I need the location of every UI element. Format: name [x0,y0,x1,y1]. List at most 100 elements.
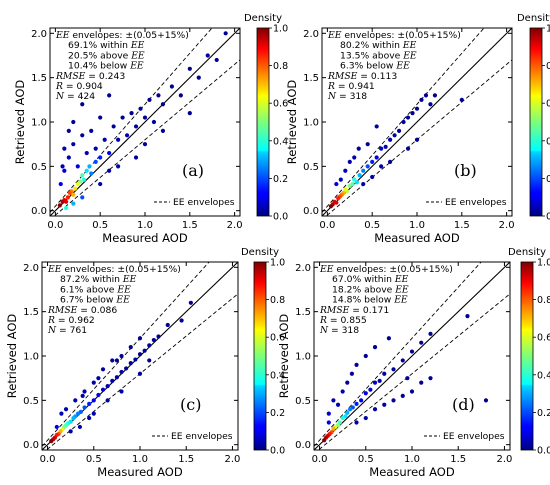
data-point [459,97,464,102]
data-point [354,420,359,425]
data-point [110,358,115,363]
data-point [58,181,63,187]
data-point [129,111,134,116]
colorbar-tick-label: 0.2 [546,174,550,185]
data-point [363,353,368,359]
data-point [410,111,415,116]
data-point [119,389,124,394]
x-tick-label: 1.0 [132,454,148,465]
above-ee-text: 20.5% above EE [68,50,145,61]
data-point [391,367,396,372]
data-point [336,196,341,201]
data-point [335,402,341,407]
legend-label: EE envelopes [445,197,507,208]
data-point [107,150,112,156]
data-point [432,93,438,98]
data-point [116,164,121,169]
data-point [89,171,94,176]
y-tick-label: 2.0 [295,263,311,274]
data-point [352,155,357,160]
x-axis-label: Measured AOD [97,465,183,479]
colorbar-tick-label: 0.4 [537,370,550,381]
ee-envelopes-text: EE envelopes: ±(0.05+15%) [327,30,461,41]
panel-c: 0.0 0.5 1.0 1.5 2.0 0.0 0.5 1.0 1.5 2.0 Measured A… [5,247,285,479]
x-tick-label: 1.0 [137,220,153,231]
ee-upper-line [314,262,482,447]
one-to-one-line [314,262,510,450]
x-axis-label: Measured AOD [369,465,455,479]
data-point [60,164,65,169]
data-point [63,407,69,412]
r-text: R = 0.941 [327,81,375,92]
data-point [91,411,96,416]
y-axis-label: Retrieved AOD [285,80,299,165]
data-point [73,398,78,403]
data-point [77,424,83,430]
data-point [188,300,193,305]
y-axis-label: Retrieved AOD [13,80,27,165]
data-point [345,410,350,415]
data-point [119,369,124,375]
x-tick-label: 2.0 [499,220,515,231]
data-point [382,402,387,407]
data-point [405,115,411,120]
below-ee-text: 10.4% below EE [68,61,144,72]
data-point [428,102,433,107]
y-tick-label: 1.0 [295,352,311,363]
data-point [396,128,402,133]
data-point [93,146,98,151]
data-point [82,389,87,394]
data-point [347,407,353,412]
colorbar-tick-label: 0.8 [270,295,285,306]
within-ee-text: 80.2% within EE [340,40,417,51]
data-point [386,336,391,341]
colorbar-tick-label: 0.0 [273,212,288,223]
data-point [419,97,424,102]
y-tick-label: 0.5 [295,396,311,407]
data-point [178,93,183,98]
r-text: R = 0.962 [47,315,95,326]
data-point [326,411,331,416]
data-point [400,393,405,399]
data-point [400,358,405,363]
data-point [71,119,76,125]
data-point [107,168,112,173]
data-point [165,322,170,328]
colorbar-tick-label: 1.0 [270,258,285,269]
ee-upper-line [322,28,485,213]
data-point [419,340,424,345]
r-text: R = 0.904 [55,81,103,92]
data-point [57,203,62,208]
data-point [370,159,375,165]
data-point [374,155,379,160]
ee-lower-line [53,59,240,216]
data-point [87,415,92,421]
data-point [67,190,72,196]
y-tick-label: 1.0 [303,118,319,129]
ee-lower-line [317,293,510,450]
data-point [49,439,54,444]
panel-label: (b) [454,161,477,180]
colorbar-tick-label: 0.0 [270,446,285,457]
data-point [169,84,174,89]
data-point [107,93,112,98]
within-ee-text: 69.1% within EE [68,40,145,51]
colorbar-title: Density [244,13,282,24]
data-point [372,380,378,385]
data-point [392,133,397,138]
data-point [137,371,143,376]
below-ee-text: 6.7% below EE [60,295,130,306]
data-point [359,398,364,403]
plot-content [42,262,238,450]
x-tick-label: 1.5 [450,454,466,465]
y-tick-label: 1.0 [31,118,47,129]
panel-label: (a) [182,161,204,180]
colorbar-title: Density [508,247,546,258]
data-point [365,142,370,147]
x-tick-label: 0.0 [319,220,335,231]
data-point [114,358,119,363]
data-point [365,164,370,169]
data-point [428,376,433,381]
x-tick-label: 0.5 [92,220,108,231]
x-tick-label: 0.0 [40,454,56,465]
